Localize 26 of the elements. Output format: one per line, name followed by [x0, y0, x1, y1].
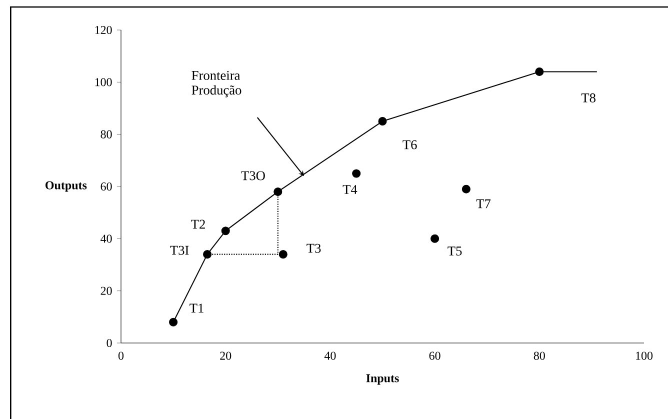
y-tick-label: 60	[100, 182, 112, 191]
y-tick-label: 100	[95, 78, 112, 86]
y-tick-label: 120	[95, 26, 112, 34]
y-tick-label: 40	[100, 234, 112, 243]
annotation: T8	[581, 93, 596, 102]
annotation: T3	[306, 244, 321, 253]
x-tick-label: 40	[324, 352, 336, 360]
y-tick-label: 0	[106, 338, 112, 348]
annotation: Fronteira Produção	[192, 70, 242, 98]
annotation: T5	[448, 246, 462, 256]
annotation: T7	[476, 199, 491, 208]
annotation: T2	[191, 220, 205, 229]
x-tick-label: 60	[429, 352, 440, 360]
annotation: T1	[190, 304, 204, 313]
x-tick-label: 100	[636, 352, 653, 360]
y-tick-label: 80	[100, 130, 112, 138]
x-tick-label: 0	[118, 352, 124, 360]
y-axis-title: Outputs	[46, 181, 87, 192]
x-tick-label: 20	[220, 352, 232, 360]
annotation: T3I	[170, 246, 189, 255]
annotation: T4	[342, 185, 358, 194]
y-tick-label: 20	[100, 286, 112, 295]
annotation: T3O	[241, 171, 265, 180]
x-tick-label: 80	[534, 352, 545, 360]
annotation: T6	[402, 140, 417, 150]
x-axis-title: Inputs	[366, 374, 399, 385]
